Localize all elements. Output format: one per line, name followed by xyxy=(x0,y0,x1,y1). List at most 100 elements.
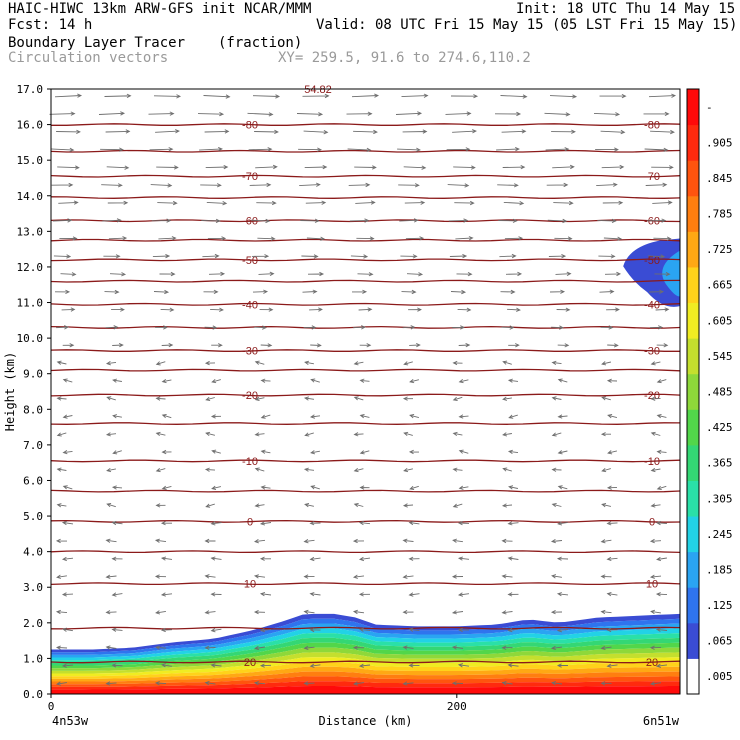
circulation-vector xyxy=(208,271,226,277)
circulation-vector xyxy=(649,681,662,686)
temperature-contour xyxy=(50,519,681,523)
circulation-vector xyxy=(155,468,166,473)
circulation-vector xyxy=(457,592,470,597)
circulation-vector xyxy=(254,396,265,401)
circulation-vector xyxy=(607,343,619,348)
circulation-vector xyxy=(205,431,216,437)
circulation-vector xyxy=(650,431,661,436)
circulation-vector xyxy=(59,236,78,241)
circulation-vector xyxy=(112,450,122,455)
circulation-vector xyxy=(207,236,227,241)
circulation-vector xyxy=(653,236,672,241)
colorbar-label: .545 xyxy=(706,350,733,363)
circulation-vector xyxy=(353,432,364,437)
circulation-vector xyxy=(106,165,130,170)
circulation-vector xyxy=(557,485,568,490)
circulation-vector xyxy=(301,254,319,259)
circulation-vector xyxy=(402,503,414,508)
circulation-vector xyxy=(200,183,222,188)
circulation-vector xyxy=(204,467,216,472)
circulation-vector xyxy=(649,538,662,544)
circulation-vector xyxy=(452,396,463,401)
plot-header: HAIC-HIWC 13km ARW-GFS init NCAR/MMM Ini… xyxy=(0,0,740,70)
circulation-vector xyxy=(199,146,223,152)
circulation-vector xyxy=(251,254,270,259)
circulation-vector xyxy=(655,520,668,526)
circulation-vector xyxy=(399,218,419,223)
temperature-contour xyxy=(50,459,681,463)
circulation-vector xyxy=(651,165,674,170)
colorbar-frame xyxy=(686,88,700,695)
circulation-vector xyxy=(649,574,662,579)
tracer-band xyxy=(51,647,680,671)
circulation-vector xyxy=(359,414,370,419)
circulation-vector xyxy=(305,200,327,205)
circulation-vector xyxy=(408,592,420,597)
circulation-vector xyxy=(61,520,74,526)
circulation-vector xyxy=(203,94,231,99)
circulation-vector xyxy=(62,450,73,455)
circulation-vector xyxy=(105,574,117,579)
circulation-vector xyxy=(106,467,116,473)
circulation-vector xyxy=(260,485,271,490)
circulation-vector xyxy=(161,378,172,384)
contour-label: -10 xyxy=(644,456,660,468)
circulation-vector xyxy=(450,289,467,295)
circulation-vector xyxy=(151,218,172,223)
temperature-contour xyxy=(50,174,681,178)
colorbar-swatch xyxy=(687,160,699,197)
circulation-vector xyxy=(656,343,669,348)
circulation-vector xyxy=(298,147,322,152)
circulation-vector xyxy=(303,130,329,135)
circulation-vector xyxy=(599,93,627,99)
circulation-vector xyxy=(402,538,414,543)
circulation-vector xyxy=(600,432,611,437)
circulation-vector xyxy=(310,485,320,490)
circulation-vector xyxy=(155,503,166,508)
circulation-vector xyxy=(259,663,272,668)
contour-label: -40 xyxy=(644,299,660,311)
circulation-vector xyxy=(452,360,463,366)
colorbar-label: .305 xyxy=(706,492,733,505)
colorbar-swatch xyxy=(687,373,699,410)
vector-label: Circulation vectors xyxy=(8,50,169,66)
circulation-vector xyxy=(455,236,474,241)
circulation-vector xyxy=(503,201,525,206)
circulation-vector xyxy=(111,592,123,597)
circulation-vector xyxy=(452,431,463,437)
circulation-vector xyxy=(406,272,424,277)
tracer-band xyxy=(51,637,680,666)
circulation-vector xyxy=(309,556,321,562)
circulation-vector xyxy=(555,271,572,276)
circulation-vector xyxy=(104,93,132,99)
circulation-vector xyxy=(645,182,668,187)
circulation-vector xyxy=(309,627,321,633)
circulation-vector xyxy=(458,485,469,490)
circulation-vector xyxy=(557,450,568,455)
circulation-vector xyxy=(346,111,373,116)
circulation-vector xyxy=(56,467,67,472)
circulation-vector xyxy=(257,236,276,241)
colorbar-swatch xyxy=(687,266,699,304)
circulation-vector xyxy=(501,129,527,134)
circulation-vector xyxy=(353,325,366,330)
circulation-vector xyxy=(211,449,221,454)
circulation-vector xyxy=(654,271,671,277)
temperature-contour xyxy=(50,489,681,493)
circulation-vector xyxy=(111,307,125,312)
x-axis-right-end: 6n51w xyxy=(643,714,680,728)
circulation-vector xyxy=(155,610,166,615)
temperature-contour xyxy=(50,325,681,329)
circulation-vector xyxy=(643,111,670,117)
circulation-vector xyxy=(299,182,321,187)
circulation-vector xyxy=(259,521,272,526)
circulation-vector xyxy=(54,289,71,295)
circulation-vector xyxy=(353,129,378,135)
circulation-vector xyxy=(358,627,371,632)
circulation-vector xyxy=(501,574,513,579)
temperature-contour xyxy=(50,393,681,397)
circulation-vector xyxy=(210,414,222,419)
temperature-contour xyxy=(50,149,681,153)
temperature-contour xyxy=(50,349,680,352)
